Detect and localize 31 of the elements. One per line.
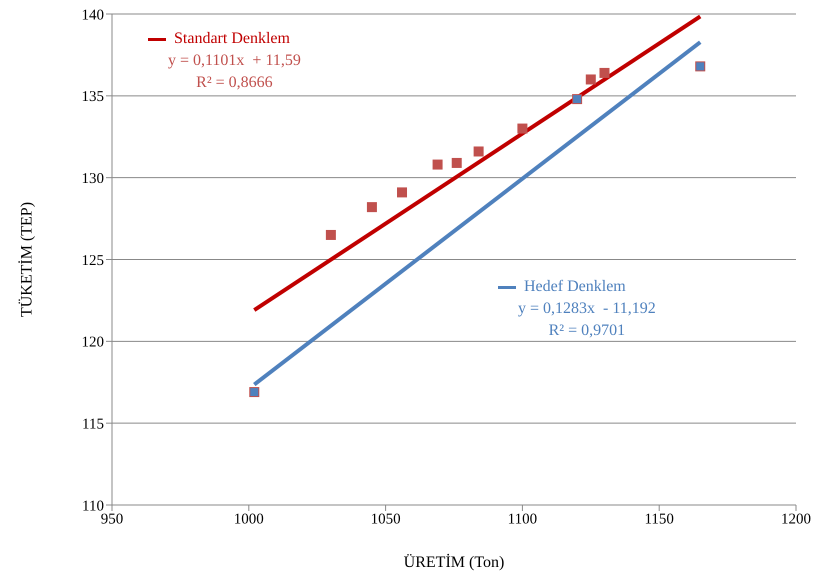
point bbox=[517, 124, 528, 134]
point bbox=[326, 230, 336, 240]
point bbox=[432, 160, 443, 170]
point bbox=[695, 61, 706, 72]
x-axis-title: ÜRETİM (Ton) bbox=[404, 553, 504, 571]
x-tick-label: 1100 bbox=[508, 512, 538, 528]
point bbox=[452, 158, 462, 168]
annotation: y = 0,1101x + 11,59 R² = 0,8666 bbox=[167, 51, 301, 93]
point bbox=[366, 202, 377, 212]
x-tick-label: 1150 bbox=[644, 512, 674, 528]
legend-label: Hedef Denklem bbox=[523, 277, 627, 297]
y-tick-label: 120 bbox=[82, 334, 104, 351]
x-tick-label: 1200 bbox=[781, 512, 811, 528]
y-tick-label: 115 bbox=[82, 416, 104, 432]
annotation: y = 0,1283x - 11,192 R² = 0,9701 bbox=[517, 299, 656, 341]
y-tick-label: 140 bbox=[82, 7, 104, 24]
x-tick-label: 1050 bbox=[370, 512, 401, 528]
y-tick-label: 110 bbox=[82, 498, 104, 514]
point bbox=[572, 94, 582, 104]
y-tick-label: 135 bbox=[82, 89, 104, 106]
point bbox=[599, 68, 610, 78]
y-axis-title: TÜKETİM (TEP) bbox=[18, 202, 36, 318]
x-tick-label: 950 bbox=[100, 512, 124, 528]
y-tick-label: 130 bbox=[82, 170, 104, 187]
point bbox=[474, 146, 484, 156]
x-tick-label: 1000 bbox=[234, 512, 264, 528]
point bbox=[397, 187, 408, 198]
point bbox=[249, 387, 260, 398]
legend-label: Standart Denklem bbox=[173, 29, 291, 49]
y-tick-label: 125 bbox=[82, 252, 104, 269]
point bbox=[586, 74, 596, 84]
